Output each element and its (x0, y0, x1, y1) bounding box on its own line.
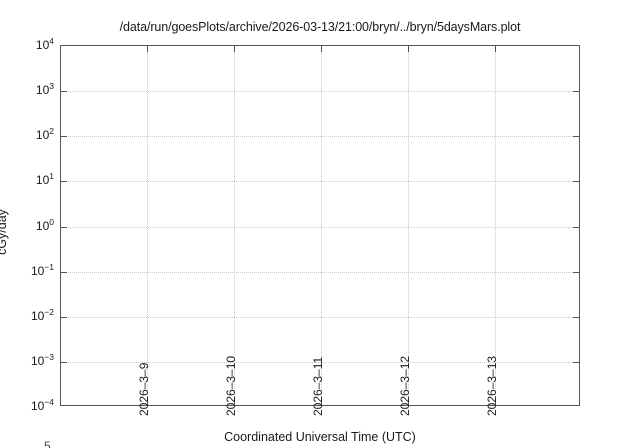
y-axis-tick (61, 136, 67, 138)
x-axis-tick (494, 46, 496, 52)
y-axis-tick (61, 271, 67, 273)
y-tick-label: 10−3 (30, 351, 54, 368)
y-axis-tick (61, 226, 67, 228)
y-axis-tick (61, 361, 67, 363)
grid-line-horizontal (61, 316, 579, 318)
plot-area (60, 45, 580, 406)
grid-line-horizontal (61, 226, 579, 228)
y-axis-tick (573, 316, 579, 318)
x-tick-label: 2026–3–13 (484, 355, 499, 416)
y-tick-label: 103 (35, 81, 54, 98)
x-tick-label: 2026–3–9 (137, 362, 151, 416)
x-axis-tick (321, 46, 322, 52)
y-tick-label: 10−1 (30, 261, 54, 278)
grid-line-horizontal (61, 361, 579, 363)
grid-line-vertical (494, 46, 496, 405)
x-tick-label: 2026–3–11 (311, 356, 325, 416)
y-tick-label: 104 (35, 36, 54, 52)
y-axis-tick (573, 226, 579, 228)
x-axis-tick (407, 46, 409, 52)
y-axis-tick (573, 136, 579, 138)
grid-line-horizontal (61, 91, 579, 93)
y-axis-title: cGy/day (0, 209, 9, 255)
grid-line-horizontal (61, 136, 579, 138)
x-axis-tick (407, 399, 409, 405)
y-axis-tick (61, 316, 67, 318)
y-axis-tick (61, 91, 67, 93)
grid-line-vertical (147, 46, 148, 405)
y-tick-label: 101 (35, 171, 54, 188)
y-tick-label: 100 (35, 216, 54, 233)
x-axis-tick (234, 399, 235, 405)
chart-title: /data/run/goesPlots/archive/2026-03-13/2… (119, 20, 521, 34)
x-axis-title: Coordinated Universal Time (UTC) (224, 430, 416, 444)
grid-line-vertical (234, 46, 235, 405)
y-axis-tick (573, 361, 579, 363)
x-axis-tick (321, 399, 322, 405)
x-tick-label: 2026–3–12 (397, 355, 412, 416)
y-tick-label: 10−2 (30, 306, 54, 323)
y-axis-tick (573, 271, 579, 273)
x-axis-tick (147, 46, 148, 52)
y-axis-tick (573, 91, 579, 93)
y-axis-tick (573, 181, 579, 183)
grid-line-vertical (407, 46, 409, 405)
y-axis-tick (61, 181, 67, 183)
legend-clipped-fragment: 5 (44, 440, 51, 448)
x-axis-tick (234, 46, 235, 52)
y-tick-label: 10−4 (30, 397, 54, 413)
x-axis-tick (147, 399, 148, 405)
grid-line-vertical (321, 46, 322, 405)
grid-line-horizontal (61, 271, 579, 273)
y-tick-label: 102 (35, 126, 54, 143)
x-axis-tick (494, 399, 496, 405)
x-tick-label: 2026–3–10 (224, 355, 238, 416)
grid-line-horizontal (61, 181, 579, 183)
